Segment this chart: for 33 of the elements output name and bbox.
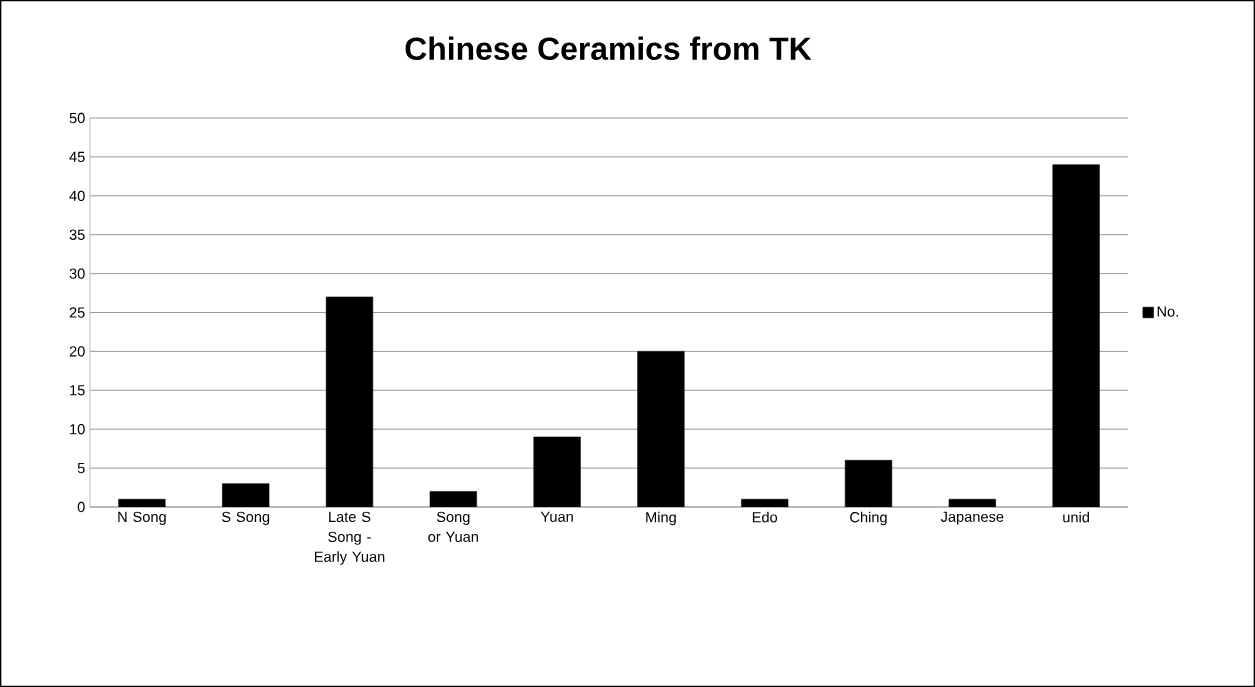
y-tick-label: 45 — [69, 151, 85, 162]
y-tick-label: 0 — [77, 501, 85, 513]
x-tick-label: Ching — [850, 511, 887, 526]
y-tick-label: 10 — [70, 424, 85, 435]
bar — [741, 498, 789, 507]
x-tick-label: Late S Song - Early Yuan — [314, 511, 385, 565]
x-tick-label: S Song — [222, 511, 270, 525]
bar — [429, 491, 477, 507]
y-tick-label: 20 — [69, 346, 85, 357]
y-tick-label: 40 — [69, 190, 85, 201]
y-tick-label: 30 — [69, 268, 85, 279]
bar — [222, 483, 270, 507]
y-tick-label: 35 — [69, 229, 85, 240]
bar — [844, 460, 893, 507]
legend-label: No. — [1157, 306, 1178, 317]
bar — [325, 296, 374, 507]
x-tick-label: Ming — [646, 511, 676, 526]
chart-title: Chinese Ceramics from TK — [405, 36, 812, 61]
x-tick-label: Yuan — [540, 511, 573, 522]
x-tick-label: N Song — [118, 511, 166, 525]
bar — [1052, 164, 1100, 507]
x-tick-label: unid — [1063, 511, 1089, 523]
y-tick-label: 5 — [77, 463, 85, 474]
x-tick-label: Edo — [752, 511, 778, 523]
bar — [533, 436, 581, 507]
y-tick-label: 15 — [70, 385, 85, 396]
bar — [948, 498, 996, 507]
x-tick-label: Song or Yuan — [428, 511, 478, 542]
x-tick-label: Japanese — [940, 511, 1004, 525]
bar — [637, 351, 685, 507]
y-tick-label: 25 — [69, 307, 85, 318]
bar — [118, 498, 166, 507]
y-tick-label: 50 — [69, 112, 85, 124]
